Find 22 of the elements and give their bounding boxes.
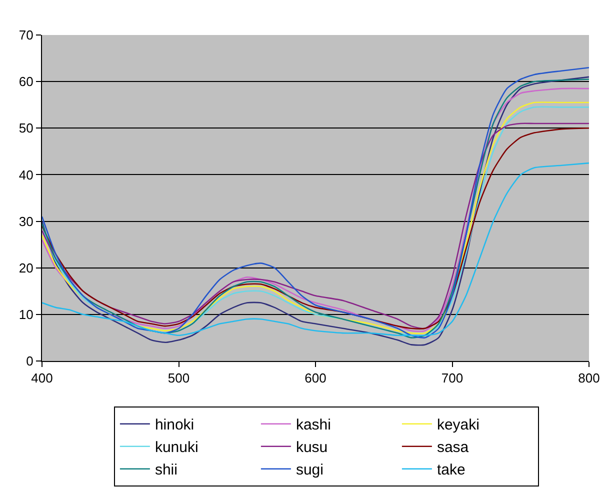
y-tick-label: 70 [18, 28, 34, 43]
legend-label: shii [154, 462, 178, 479]
y-tick-label: 0 [26, 354, 34, 369]
legend-label: sugi [296, 462, 324, 479]
y-tick-label: 60 [18, 74, 34, 90]
legend-label: hinoki [154, 416, 194, 434]
y-tick-label: 20 [18, 260, 34, 276]
legend-label: kusu [296, 439, 328, 456]
legend-label: take [436, 462, 466, 479]
legend-label: sasa [436, 439, 470, 456]
y-tick-label: 40 [18, 167, 34, 182]
x-tick-label: 800 [578, 370, 600, 386]
y-tick-label: 50 [18, 120, 34, 136]
x-tick-label: 500 [168, 370, 190, 386]
x-tick-label: 700 [441, 370, 464, 386]
legend-label: keyaki [436, 416, 480, 434]
y-tick-label: 30 [18, 214, 34, 229]
y-tick-label: 10 [18, 306, 34, 322]
legend-label: kunuki [154, 439, 198, 456]
x-tick-label: 400 [31, 370, 53, 386]
legend-label: kashi [296, 416, 331, 434]
x-tick-label: 600 [304, 370, 326, 386]
